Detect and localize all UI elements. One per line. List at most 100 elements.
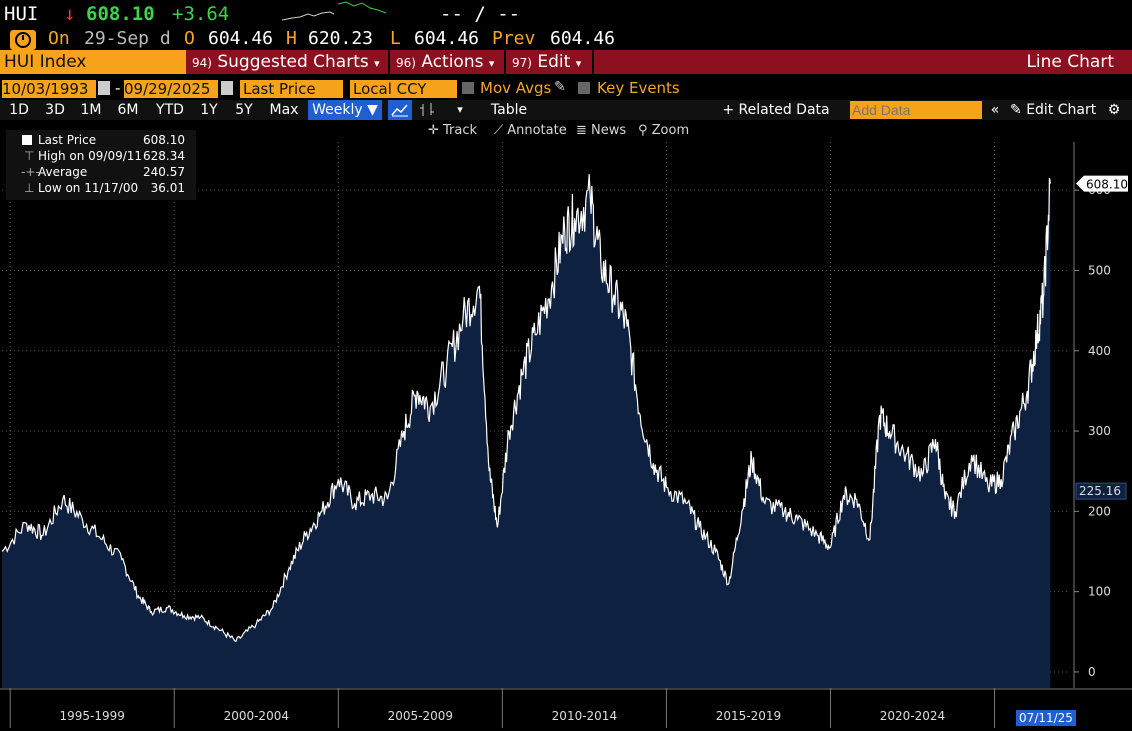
settings-bar: 10/03/1993 - 09/29/2025 Last Price Local…: [0, 78, 1132, 100]
x-tick-label: 1995-1999: [60, 709, 125, 723]
axis-tags: 608.10 225.16 07/11/25: [1016, 175, 1128, 726]
y-tick-label: 200: [1088, 504, 1111, 518]
timeframe-max[interactable]: Max: [269, 102, 299, 118]
actions-label: Actions: [421, 52, 484, 72]
y-tick-label: 300: [1088, 424, 1111, 438]
edit-chart-label: Edit Chart: [1026, 102, 1097, 118]
low-label: L: [390, 28, 401, 49]
pencil-icon: ✎: [1010, 102, 1027, 118]
x-tick-label: 2010-2014: [552, 709, 617, 723]
edit-chart-button[interactable]: ✎ Edit Chart: [1010, 100, 1098, 120]
timeframe-1m[interactable]: 1M: [80, 102, 102, 118]
open-label: O: [184, 28, 195, 49]
low-value: 604.46: [414, 28, 480, 49]
x-tick-label: 2020-2024: [880, 709, 945, 723]
calendar-icon[interactable]: [98, 81, 110, 95]
timeframe-3d[interactable]: 3D: [45, 102, 65, 118]
x-tick-label: 2000-2004: [224, 709, 289, 723]
legend-high-label: High on 09/09/11: [38, 149, 143, 163]
key-events-checkbox[interactable]: [578, 82, 590, 94]
timeframe-6m[interactable]: 6M: [117, 102, 139, 118]
news-label: News: [591, 123, 627, 138]
security-field[interactable]: HUI Index: [0, 50, 186, 74]
on-label: On: [48, 28, 70, 49]
crosshair-icon: ✛: [428, 123, 444, 138]
down-arrow-icon: ↓: [64, 3, 76, 25]
suggested-charts-number: 94): [192, 56, 212, 70]
bid-ask: -- / --: [440, 3, 521, 25]
clock-icon[interactable]: [10, 30, 36, 50]
zoom-tool[interactable]: ⚲ Zoom: [638, 121, 689, 141]
suggested-charts-menu[interactable]: 94) Suggested Charts ▾: [192, 50, 380, 74]
legend-low-value: 36.01: [150, 181, 185, 195]
menu-divider: [504, 50, 506, 74]
mov-avgs-checkbox[interactable]: [462, 82, 474, 94]
gear-icon[interactable]: ⚙: [1107, 102, 1121, 118]
zoom-label: Zoom: [651, 123, 690, 138]
last-price: 608.10: [86, 3, 155, 25]
bar-chart-icon[interactable]: [416, 100, 438, 120]
track-tool[interactable]: ✛ Track: [428, 121, 477, 141]
menu-divider: [388, 50, 390, 74]
chart-style-dropdown[interactable]: ▾: [457, 103, 463, 116]
high-value: 620.23: [308, 28, 374, 49]
last-value-tag: [1076, 175, 1128, 192]
news-tool[interactable]: ≣ News: [576, 121, 626, 141]
sparkline-icon: [282, 1, 387, 21]
legend-low: ⊥ Low on 11/17/00 36.01: [6, 180, 191, 196]
y-tick-label: 400: [1088, 344, 1111, 358]
prev-label: Prev: [492, 28, 536, 49]
quote-header: HUI ↓ 608.10 +3.64 -- / --: [0, 0, 1132, 28]
calendar-icon[interactable]: [221, 81, 233, 95]
currency-select[interactable]: Local CCY: [350, 80, 457, 98]
actions-menu[interactable]: 96) Actions ▾: [396, 50, 494, 74]
legend-high: ⊤ High on 09/09/11 628.34: [6, 148, 191, 164]
legend-last-price-label: Last Price: [38, 133, 97, 147]
high-label: H: [286, 28, 297, 49]
x-cursor-tag: [1016, 710, 1076, 726]
secondary-value-tag: [1075, 482, 1127, 500]
line-chart-icon[interactable]: [388, 100, 412, 120]
prev-value: 604.46: [550, 28, 616, 49]
legend-last-price-value: 608.10: [143, 133, 185, 147]
actions-number: 96): [396, 56, 416, 70]
end-date-field[interactable]: 09/29/2025: [124, 80, 218, 98]
collapse-icon[interactable]: «: [990, 102, 1000, 118]
x-tick-label: 2015-2019: [716, 709, 781, 723]
edit-label: Edit: [537, 52, 571, 72]
magnifier-icon: ⚲: [638, 123, 652, 138]
high-marker-icon: ⊤: [24, 149, 35, 163]
related-data-button[interactable]: + Related Data: [722, 102, 830, 118]
open-value: 604.46: [208, 28, 274, 49]
date-dash: -: [115, 79, 121, 97]
x-axis: 1995-1999 2000-2004 2005-2009 2010-2014 2015…: [0, 688, 1132, 728]
legend-high-value: 628.34: [143, 149, 185, 163]
edit-menu[interactable]: 97) Edit ▾: [512, 50, 581, 74]
timeframe-ytd[interactable]: YTD: [156, 102, 184, 118]
start-date-field[interactable]: 10/03/1993: [2, 80, 96, 98]
field-select[interactable]: Last Price: [240, 80, 343, 98]
annotate-icon: ⟋: [494, 123, 508, 138]
square-icon: [22, 135, 32, 145]
pencil-icon[interactable]: ✎: [554, 79, 566, 95]
table-button[interactable]: Table: [490, 102, 528, 118]
legend-average-value: 240.57: [143, 165, 185, 179]
chart-toolbar: 1D 3D 1M 6M YTD 1Y 5Y Max Weekly ▼ ▾ Tab…: [0, 100, 1132, 120]
add-data-input[interactable]: [850, 101, 982, 119]
price-line: [1, 174, 1051, 643]
timeframe-5y[interactable]: 5Y: [235, 102, 253, 118]
x-tick-label: 2005-2009: [388, 709, 453, 723]
ticker: HUI: [4, 3, 39, 25]
timeframe-1d[interactable]: 1D: [9, 102, 29, 118]
net-change: +3.64: [172, 3, 230, 25]
legend-low-label: Low on 11/17/00: [38, 181, 139, 195]
annotate-tool[interactable]: ⟋ Annotate: [494, 121, 567, 141]
legend-average-label: Average: [38, 165, 88, 179]
timeframe-1y[interactable]: 1Y: [200, 102, 218, 118]
legend-average: -+- Average 240.57: [6, 164, 191, 180]
y-tick-label: 500: [1088, 263, 1111, 277]
average-marker-icon: -+-: [21, 165, 40, 179]
suggested-charts-label: Suggested Charts: [217, 52, 369, 72]
period-select[interactable]: Weekly ▼: [308, 100, 382, 120]
